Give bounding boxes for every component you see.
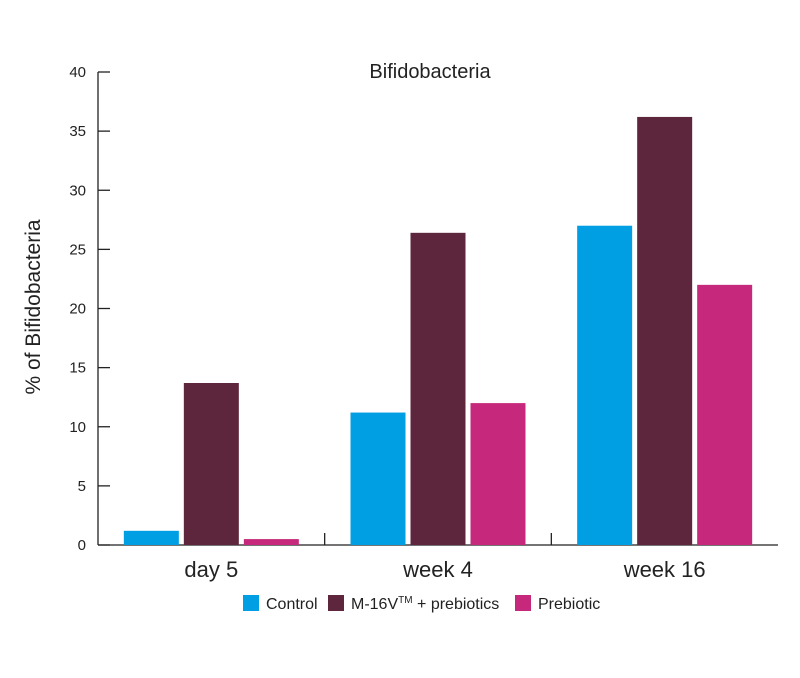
y-axis-label: % of Bifidobacteria <box>22 219 45 394</box>
y-tick-label: 35 <box>69 123 86 140</box>
y-tick-label: 40 <box>69 64 86 81</box>
x-tick-label: day 5 <box>184 557 238 582</box>
bar <box>410 232 466 545</box>
bar <box>183 382 239 545</box>
bar <box>123 530 179 545</box>
legend-label: M-16VTM + prebiotics <box>351 595 499 613</box>
legend-swatch <box>243 595 259 611</box>
x-tick-label: week 16 <box>623 557 706 582</box>
bar <box>243 539 299 545</box>
legend-label: Control <box>266 596 318 613</box>
bars <box>123 116 753 545</box>
y-tick-label: 15 <box>69 360 86 377</box>
y-tick-label: 0 <box>78 537 86 554</box>
legend-label: Prebiotic <box>538 596 600 613</box>
bar <box>350 412 406 545</box>
bar <box>470 403 526 545</box>
chart-title: Bifidobacteria <box>369 61 491 83</box>
y-axis: 0 5 10 15 20 25 30 35 40 <box>69 64 110 554</box>
bar <box>637 116 693 545</box>
x-tick-label: week 4 <box>402 557 473 582</box>
bar <box>577 225 633 545</box>
legend-swatch <box>515 595 531 611</box>
y-tick-label: 25 <box>69 241 86 258</box>
y-tick-label: 10 <box>69 419 86 436</box>
y-tick-label: 30 <box>69 182 86 199</box>
bar <box>697 284 753 545</box>
legend: Control M-16VTM + prebiotics Prebiotic <box>243 595 600 613</box>
legend-swatch <box>328 595 344 611</box>
y-tick-label: 20 <box>69 301 86 318</box>
y-tick-label: 5 <box>78 478 86 495</box>
